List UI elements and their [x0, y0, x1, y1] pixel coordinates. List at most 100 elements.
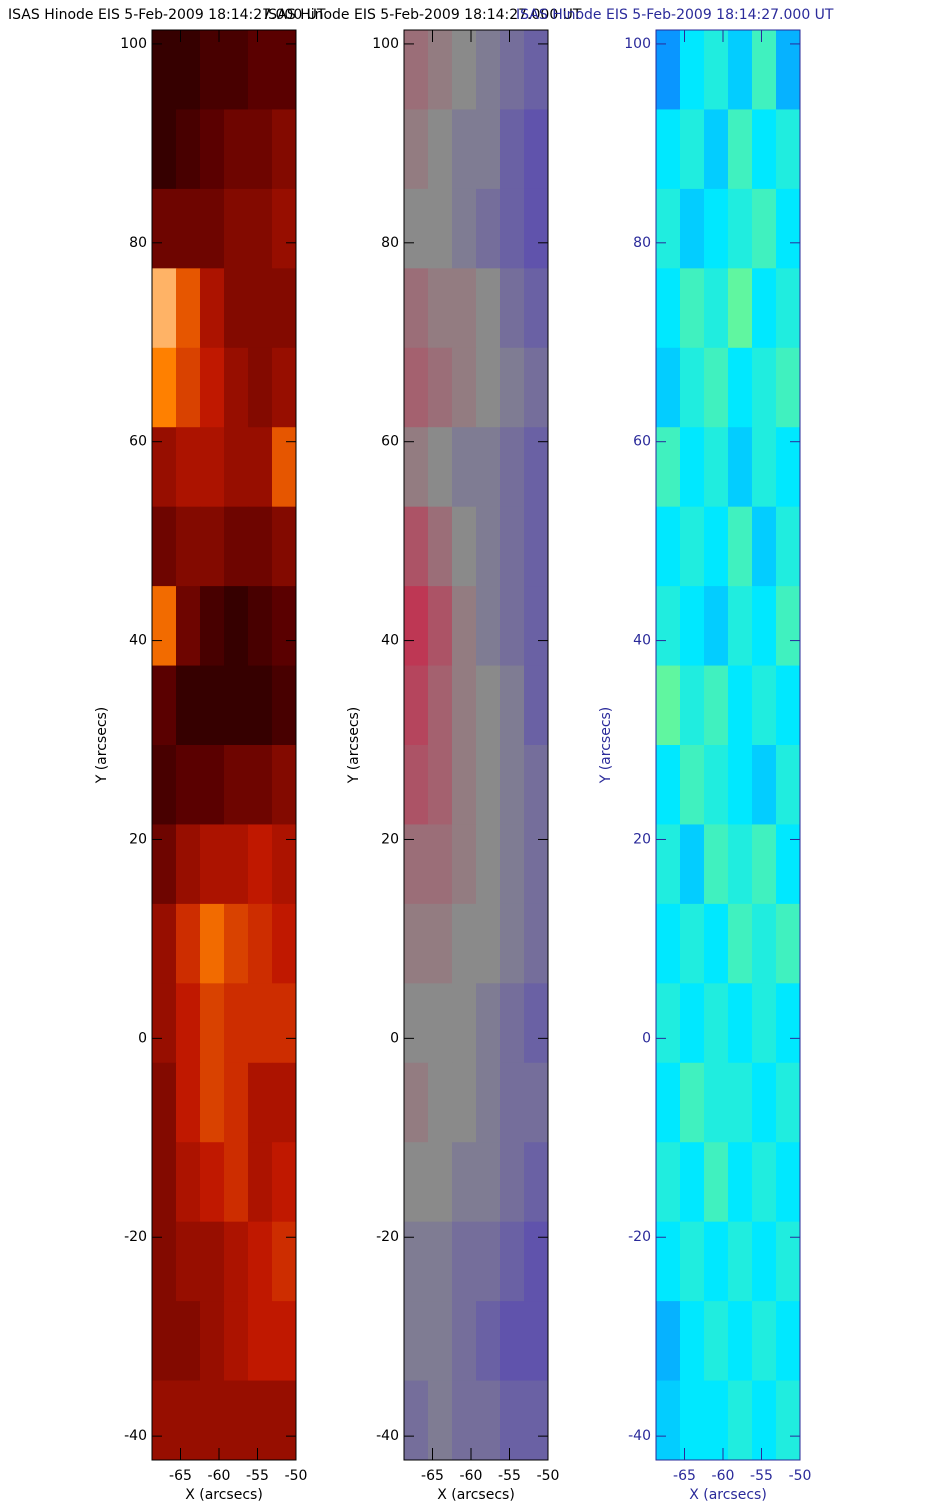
heatmap-cell: [704, 586, 729, 667]
heatmap-cell: [524, 824, 549, 905]
heatmap-cell: [680, 30, 705, 110]
heatmap-cell: [248, 1062, 273, 1143]
heatmap-cell: [248, 903, 273, 984]
heatmap-cell: [728, 188, 753, 269]
heatmap-cell: [248, 983, 273, 1064]
heatmap-cell: [200, 188, 225, 269]
heatmap-cell: [476, 1301, 501, 1382]
heatmap-cell: [452, 268, 477, 349]
heatmap-cell: [452, 188, 477, 269]
plot-frame: [151, 29, 297, 1461]
heatmap-cell: [728, 1301, 753, 1382]
heatmap-cell: [272, 1380, 297, 1461]
heatmap-cell: [524, 1301, 549, 1382]
x-tick-label: -55: [246, 1468, 269, 1484]
heatmap-cell: [272, 903, 297, 984]
heatmap-cell: [704, 1062, 729, 1143]
heatmap-cell: [176, 347, 201, 428]
heatmap-cell: [200, 347, 225, 428]
heatmap-cell: [176, 30, 201, 110]
heatmap-cell: [428, 268, 453, 349]
heatmap-cell: [404, 188, 429, 269]
heatmap-cell: [248, 745, 273, 825]
heatmap-cell: [152, 188, 177, 269]
heatmap-cell: [152, 30, 177, 110]
heatmap-cell: [200, 268, 225, 349]
heatmap-cell: [272, 1301, 297, 1382]
x-tick-label: -65: [169, 1468, 192, 1484]
heatmap-cell: [500, 824, 525, 905]
heatmap-cell: [404, 506, 429, 587]
heatmap-cell: [776, 30, 801, 110]
heatmap-cell: [656, 1062, 681, 1143]
heatmap-cell: [428, 903, 453, 984]
heatmap-cell: [476, 30, 501, 110]
heatmap-cell: [524, 586, 549, 667]
heatmap-cell: [704, 109, 729, 190]
heatmap-cell: [248, 1301, 273, 1382]
heatmap-cell: [152, 1380, 177, 1461]
heatmap-cell: [524, 347, 549, 428]
heatmap-cell: [704, 903, 729, 984]
heatmap-cell: [404, 109, 429, 190]
heatmap-cell: [656, 427, 681, 508]
chart-title: ISAS Hinode EIS 5-Feb-2009 18:14:27.000 …: [516, 7, 834, 23]
heatmap-cell: [524, 268, 549, 349]
heatmap-cell: [500, 745, 525, 825]
heatmap-cell: [200, 824, 225, 905]
heatmap-cell: [272, 30, 297, 110]
heatmap-cell: [476, 983, 501, 1064]
heatmap-cell: [452, 506, 477, 587]
heatmap-cell: [428, 427, 453, 508]
heatmap-cell: [428, 1221, 453, 1302]
heatmap-cell: [656, 665, 681, 746]
heatmap-cell: [176, 586, 201, 667]
heatmap-cell: [428, 1062, 453, 1143]
heatmap-cell: [272, 983, 297, 1064]
heatmap-cell: [728, 1380, 753, 1461]
heatmap-cell: [500, 586, 525, 667]
heatmap-cell: [500, 665, 525, 746]
heatmap-cell: [776, 506, 801, 587]
heatmap-cell: [248, 506, 273, 587]
y-tick-label: 80: [633, 235, 651, 251]
heatmap-cell: [680, 745, 705, 825]
heatmap-cell: [152, 665, 177, 746]
heatmap-cell: [704, 427, 729, 508]
heatmap-cell: [272, 824, 297, 905]
heatmap-cell: [152, 506, 177, 587]
heatmap-cell: [500, 983, 525, 1064]
heatmap-cell: [524, 1380, 549, 1461]
heatmap-cell: [224, 665, 249, 746]
heatmap-cell: [248, 824, 273, 905]
heatmap-cell: [176, 427, 201, 508]
heatmap-cell: [776, 903, 801, 984]
heatmap-cell: [524, 903, 549, 984]
y-tick-label: 0: [138, 1030, 147, 1046]
heatmap-cell: [452, 427, 477, 508]
y-tick-label: 20: [381, 831, 399, 847]
heatmap-cell: [428, 665, 453, 746]
y-tick-label: -20: [376, 1229, 399, 1245]
heatmap-cell: [200, 665, 225, 746]
y-tick-label: 0: [390, 1030, 399, 1046]
heatmap-cell: [776, 188, 801, 269]
heatmap-cell: [428, 745, 453, 825]
heatmap-cell: [404, 1380, 429, 1461]
x-tick-label: -60: [208, 1468, 231, 1484]
heatmap-cell: [404, 1142, 429, 1223]
heatmap-cell: [176, 1062, 201, 1143]
heatmap-cell: [224, 745, 249, 825]
heatmap-cell: [176, 824, 201, 905]
heatmap-cell: [176, 1142, 201, 1223]
heatmap-cell: [752, 1301, 777, 1382]
x-tick-label: -55: [750, 1468, 773, 1484]
heatmap-cell: [152, 427, 177, 508]
heatmap-cell: [200, 1380, 225, 1461]
heatmap-cell: [152, 268, 177, 349]
heatmap-cell: [272, 1142, 297, 1223]
heatmap-cell: [272, 665, 297, 746]
heatmap-cell: [452, 824, 477, 905]
heatmap-cell: [404, 268, 429, 349]
heatmap-cell: [152, 586, 177, 667]
